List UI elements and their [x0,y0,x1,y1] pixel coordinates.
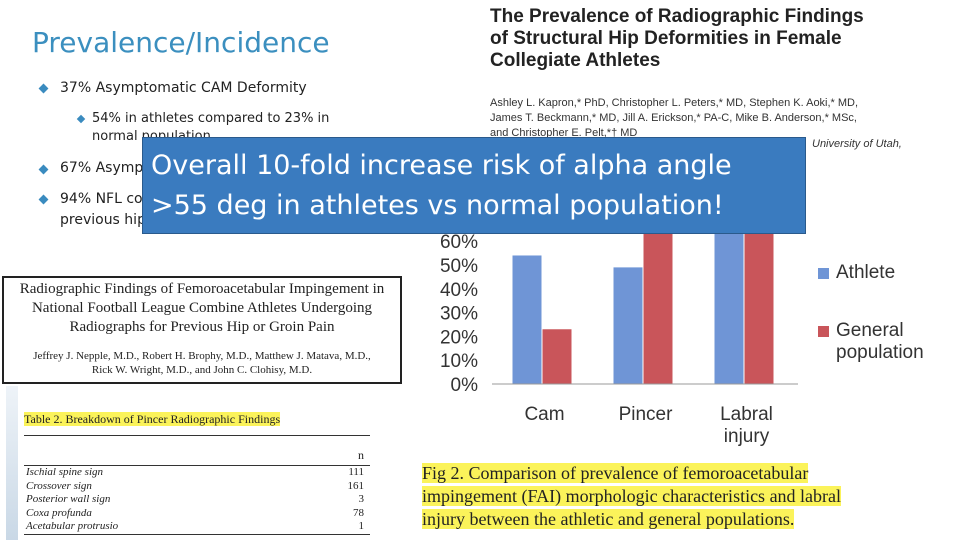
table-row: Ischial spine sign 111 [24,466,370,480]
bar [744,222,774,384]
y-tick-label: 10% [440,351,478,372]
table-row: Posterior wall sign 3 [24,493,370,507]
row-label: Crossover sign [26,479,92,492]
sub-bullet: 54% in athletes compared to 23% in [92,111,330,126]
callout-line: Overall 10-fold increase risk of alpha a… [151,150,732,181]
x-tick-label: Pincer [618,404,673,425]
title-line: Radiographic Findings of Femoroacetabula… [19,281,385,297]
legend-swatch [818,326,829,337]
caption-line: impingement (FAI) morphologic characteri… [422,486,842,506]
legend-label: General population [836,320,924,363]
y-tick-label: 40% [440,280,478,301]
table-body: Ischial spine sign 111 Crossover sign 161 Po… [24,466,370,535]
title-line: The Prevalence of Radiographic Findings [490,6,864,27]
row-value: 161 [347,479,365,492]
figure-caption: Fig 2. Comparison of prevalence of femor… [422,462,842,531]
slide-title: Prevalence/Incidence [32,26,330,59]
table-row: Crossover sign 161 [24,480,370,494]
caption-line: Fig 2. Comparison of prevalence of femor… [422,463,809,483]
x-tick-label: Cam [524,404,565,425]
callout-box: Overall 10-fold increase risk of alpha a… [142,137,806,234]
author-line: and Christopher E. Pelt,*† MD [490,127,638,139]
callout-line: >55 deg in athletes vs normal population… [151,190,724,221]
row-value: 3 [358,493,365,505]
title-line: of Structural Hip Deformities in Female [490,28,842,49]
x-tick-label: Labral injury [720,404,773,447]
y-tick-label: 0% [451,375,479,396]
row-label: Ischial spine sign [26,466,103,478]
row-value: 1 [358,520,365,532]
row-label: Acetabular protrusio [26,520,119,532]
table-row: Acetabular protrusio 1 [24,520,370,534]
authors: Jeffrey J. Nepple, M.D., Robert H. Broph… [8,349,396,377]
affiliation: University of Utah, [812,138,902,150]
article-image: Radiographic Findings of Femoroacetabula… [2,276,402,384]
author-line: Rick W. Wright, M.D., and John C. Clohis… [91,364,313,376]
row-value: 111 [348,466,364,478]
title-line: Radiographs for Previous Hip or Groin Pa… [69,319,335,335]
caption-line: injury between the athletic and general … [422,509,795,529]
decor-bar [6,386,18,540]
article-authors: Ashley L. Kapron,* PhD, Christopher L. P… [490,96,858,141]
y-tick-label: 30% [440,304,478,325]
bar [613,267,643,384]
table: Table 2. Breakdown of Pincer Radiographi… [24,412,370,535]
row-label: Posterior wall sign [26,493,111,505]
bar [643,212,673,384]
title-line: Collegiate Athletes [490,50,661,71]
author-line: Ashley L. Kapron,* PhD, Christopher L. P… [490,97,859,109]
y-tick-label: 50% [440,256,478,277]
legend-label: Athlete [836,262,896,283]
y-tick-label: 60% [440,232,478,253]
title-line: National Football League Combine Athlete… [31,300,373,316]
author-line: Jeffrey J. Nepple, M.D., Robert H. Broph… [33,350,371,362]
table-row: Coxa profunda 78 [24,507,370,521]
legend-swatch [818,268,829,279]
author-line: James T. Beckmann,* MD, Jill A. Erickson… [490,112,857,124]
y-tick-label: 20% [440,327,478,348]
article-title: The Prevalence of Radiographic Findings … [490,6,864,72]
bar [512,255,542,384]
row-label: Coxa profunda [26,506,92,519]
table-header: n [24,435,370,466]
bullet-text: 37% Asymptomatic CAM Deformity [60,80,307,96]
table-title-text: Table 2. Breakdown of Pincer Radiographi… [24,412,281,426]
row-value: 78 [353,506,364,519]
table-title: Table 2. Breakdown of Pincer Radiographi… [24,412,370,427]
bar [542,329,572,384]
